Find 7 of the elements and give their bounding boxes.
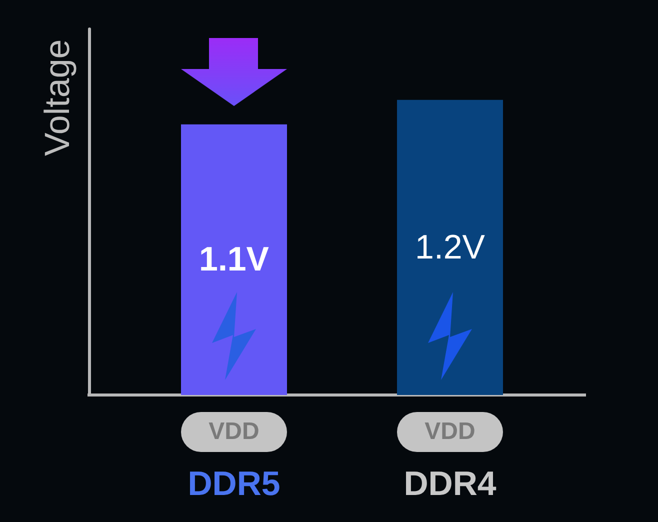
pill: VDD [181,412,287,452]
x-tick-label: DDR4 [404,465,496,503]
x-tick-label: DDR5 [188,465,280,503]
data-label: 1.1V [199,240,270,279]
pill: VDD [397,412,503,452]
data-label: 1.2V [415,228,486,266]
y-axis-title: Voltage [38,39,77,156]
